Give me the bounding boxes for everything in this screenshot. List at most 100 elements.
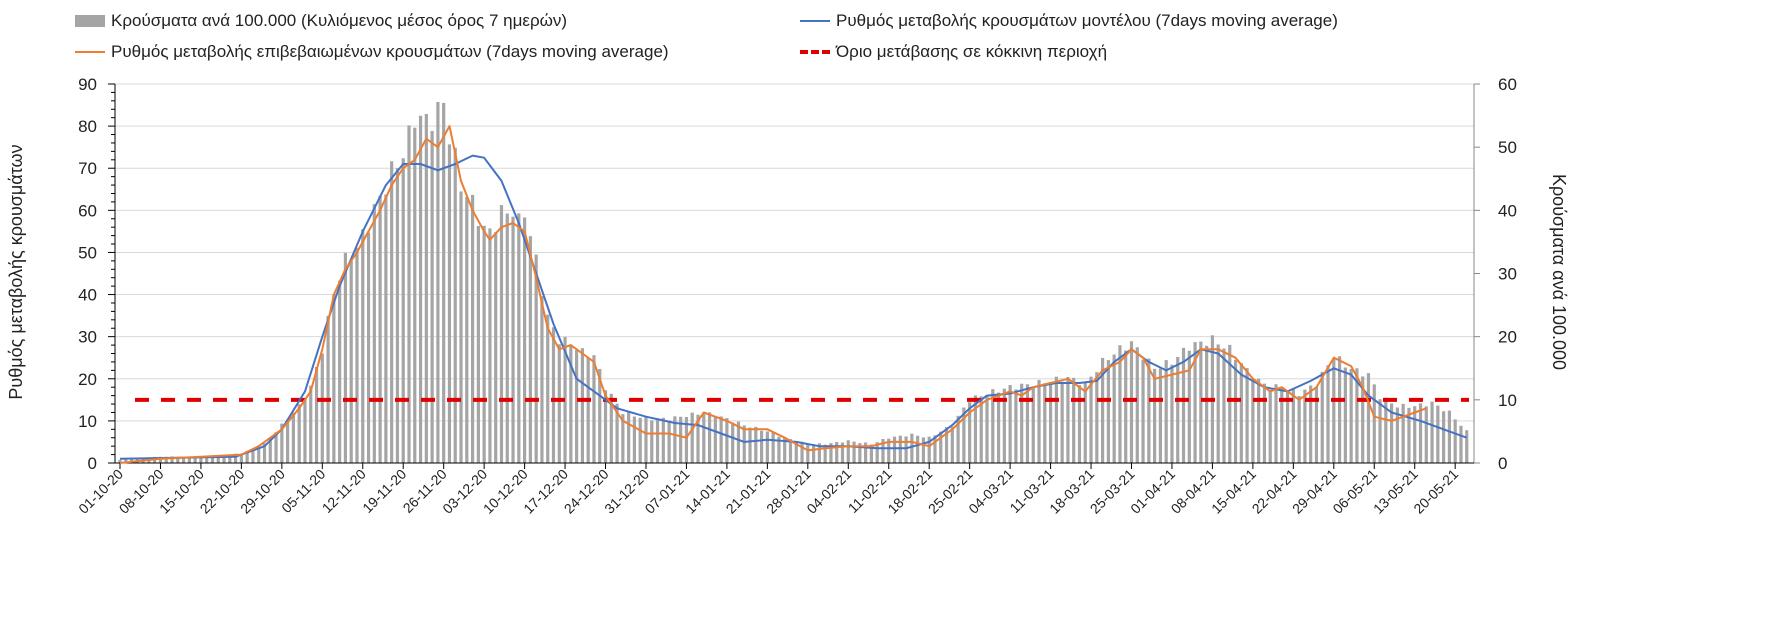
- bar: [864, 442, 868, 463]
- bar: [569, 344, 573, 463]
- x-tick-label: 12-11-20: [319, 466, 369, 516]
- bar: [170, 456, 174, 463]
- y-right-tick-label: 0: [1498, 454, 1507, 473]
- bar: [638, 417, 642, 463]
- bar: [690, 412, 694, 463]
- bar: [1251, 381, 1255, 463]
- y-left-tick-label: 20: [78, 370, 97, 389]
- y-left-tick-label: 90: [78, 75, 97, 94]
- bar: [181, 456, 186, 463]
- bar: [1077, 385, 1082, 463]
- bar: [1037, 379, 1041, 463]
- bar: [1245, 368, 1249, 463]
- bar: [459, 191, 463, 464]
- bar: [1262, 383, 1267, 463]
- bar: [303, 399, 307, 463]
- bar: [1361, 376, 1365, 463]
- bar: [424, 113, 428, 463]
- bar: [1101, 357, 1105, 463]
- bar: [418, 115, 423, 464]
- bar: [1072, 377, 1076, 463]
- bar: [1366, 373, 1371, 463]
- y-right-tick-label: 10: [1498, 391, 1517, 410]
- bar: [788, 439, 793, 463]
- bar: [1314, 387, 1319, 463]
- y-right-tick-label: 30: [1498, 265, 1517, 284]
- bar: [286, 419, 290, 463]
- bar: [378, 195, 382, 463]
- bar: [482, 225, 486, 463]
- bar: [1193, 342, 1197, 463]
- bar: [754, 426, 758, 463]
- bar: [713, 417, 717, 463]
- bar: [1141, 359, 1145, 463]
- bar: [384, 194, 388, 464]
- bar: [759, 430, 764, 463]
- bar: [1176, 356, 1180, 463]
- bar: [563, 336, 567, 463]
- bar: [1060, 381, 1064, 463]
- bar: [124, 459, 128, 463]
- bar: [650, 420, 654, 463]
- bar: [1043, 383, 1047, 463]
- bar: [823, 444, 827, 463]
- bar: [575, 349, 579, 463]
- bar: [707, 412, 712, 463]
- bar: [725, 418, 729, 463]
- bar: [1378, 399, 1382, 463]
- bar: [881, 438, 885, 463]
- bar: [812, 444, 816, 463]
- bar: [447, 144, 452, 464]
- bar: [800, 441, 804, 463]
- bar: [806, 444, 810, 463]
- bar: [436, 102, 440, 463]
- bar: [696, 414, 700, 463]
- bar: [1031, 386, 1035, 463]
- bar: [742, 425, 746, 463]
- bar: [956, 415, 960, 463]
- bar: [1442, 411, 1446, 463]
- y-left-tick-label: 0: [88, 454, 97, 473]
- bar: [1066, 377, 1070, 463]
- bar: [1048, 382, 1053, 463]
- bar: [1424, 406, 1428, 463]
- bar: [1153, 368, 1157, 463]
- bar: [1343, 367, 1347, 463]
- bar: [655, 418, 660, 463]
- bar: [234, 453, 238, 463]
- bar: [1170, 364, 1174, 463]
- legend-swatch-model: [800, 20, 830, 22]
- bar: [1303, 389, 1307, 463]
- bar: [765, 431, 769, 463]
- bar: [1291, 388, 1295, 463]
- bar: [557, 344, 561, 463]
- bar: [939, 431, 943, 463]
- bar: [731, 422, 735, 463]
- bar: [973, 395, 978, 463]
- bar: [1164, 360, 1168, 463]
- y-left-tick-label: 70: [78, 159, 97, 178]
- bar: [1320, 371, 1324, 463]
- legend-item-bars: Κρούσματα ανά 100.000 (Κυλιόμενος μέσος …: [75, 11, 567, 31]
- bar: [1181, 347, 1186, 463]
- bar: [1054, 376, 1058, 463]
- bar: [910, 433, 914, 463]
- bar: [1083, 381, 1087, 463]
- legend-label-confirmed: Ρυθμός μεταβολής επιβεβαιωμένων κρουσμάτ…: [111, 42, 669, 61]
- bar: [609, 393, 613, 463]
- bar: [621, 414, 625, 463]
- bar: [1326, 365, 1330, 463]
- bar: [904, 436, 908, 463]
- bar: [199, 456, 203, 463]
- x-tick-label: 04-03-21: [965, 466, 1016, 517]
- legend-item-confirmed: Ρυθμός μεταβολής επιβεβαιωμένων κρουσμάτ…: [75, 42, 669, 62]
- bar: [1280, 388, 1284, 463]
- bar: [627, 412, 631, 463]
- bar: [719, 416, 723, 463]
- y-right-tick-label: 40: [1498, 201, 1517, 220]
- bar: [667, 420, 671, 463]
- bar: [465, 196, 469, 463]
- bar: [644, 417, 648, 463]
- bar: [1014, 389, 1018, 463]
